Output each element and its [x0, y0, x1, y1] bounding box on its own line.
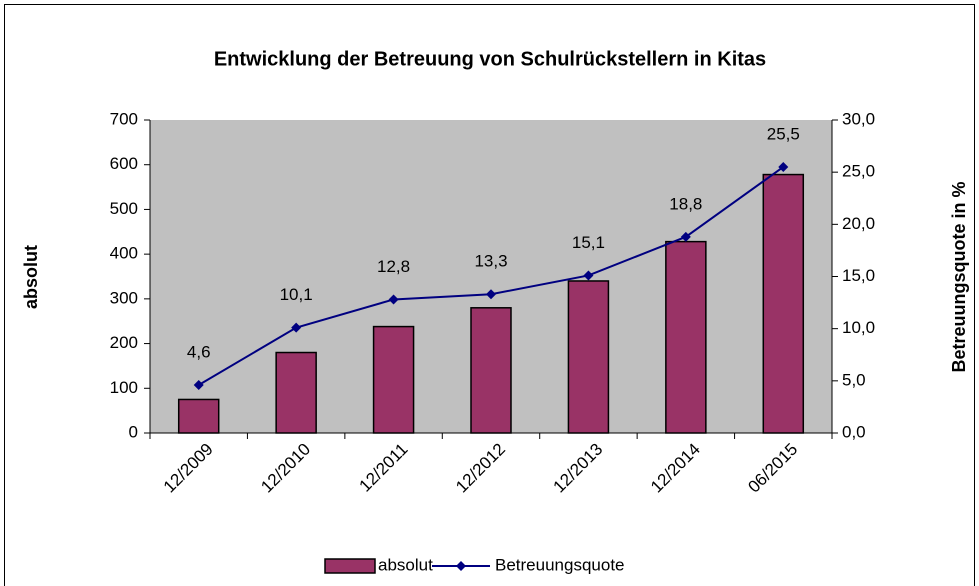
line-marker	[388, 294, 399, 305]
bar	[567, 280, 610, 434]
y2-axis-label: Betreuungsquote in %	[949, 181, 969, 372]
y2-tick-label: 20,0	[842, 214, 875, 233]
y-tick-label: 500	[110, 199, 138, 218]
line-marker	[583, 270, 594, 281]
y-tick-label: 200	[110, 333, 138, 352]
y-tick-label: 700	[110, 109, 138, 128]
y-tick-label: 400	[110, 244, 138, 263]
data-label: 13,3	[474, 252, 507, 271]
data-label: 25,5	[767, 124, 800, 143]
bar	[275, 351, 317, 434]
data-label: 15,1	[572, 233, 605, 252]
line-marker	[778, 161, 789, 172]
legend-swatch	[324, 558, 376, 574]
data-label: 12,8	[377, 257, 410, 276]
bar	[762, 173, 805, 434]
legend-marker	[456, 561, 466, 571]
line-marker	[193, 380, 204, 391]
data-label: 4,6	[187, 342, 211, 361]
y2-tick-label: 30,0	[842, 109, 875, 128]
y-tick-label: 600	[110, 154, 138, 173]
y2-tick-label: 0,0	[842, 422, 866, 441]
line-marker	[680, 231, 691, 242]
y-tick-label: 300	[110, 288, 138, 307]
y-tick-label: 0	[129, 422, 138, 441]
y2-tick-label: 5,0	[842, 370, 866, 389]
y2-tick-label: 15,0	[842, 266, 875, 285]
bar	[372, 325, 415, 434]
bar	[177, 398, 220, 434]
legend-label: absolut	[378, 555, 433, 574]
bar	[665, 240, 707, 434]
y-axis-label: absolut	[21, 245, 41, 309]
y2-tick-label: 10,0	[842, 318, 875, 337]
data-label: 10,1	[280, 285, 313, 304]
data-label: 18,8	[669, 194, 702, 213]
chart-title: Entwicklung der Betreuung von Schulrücks…	[214, 48, 766, 70]
legend-label: Betreuungsquote	[495, 555, 625, 574]
bar	[470, 307, 512, 434]
line-marker	[486, 289, 496, 300]
y-tick-label: 100	[110, 378, 138, 397]
y2-tick-label: 25,0	[842, 162, 875, 181]
line-marker	[291, 322, 302, 333]
